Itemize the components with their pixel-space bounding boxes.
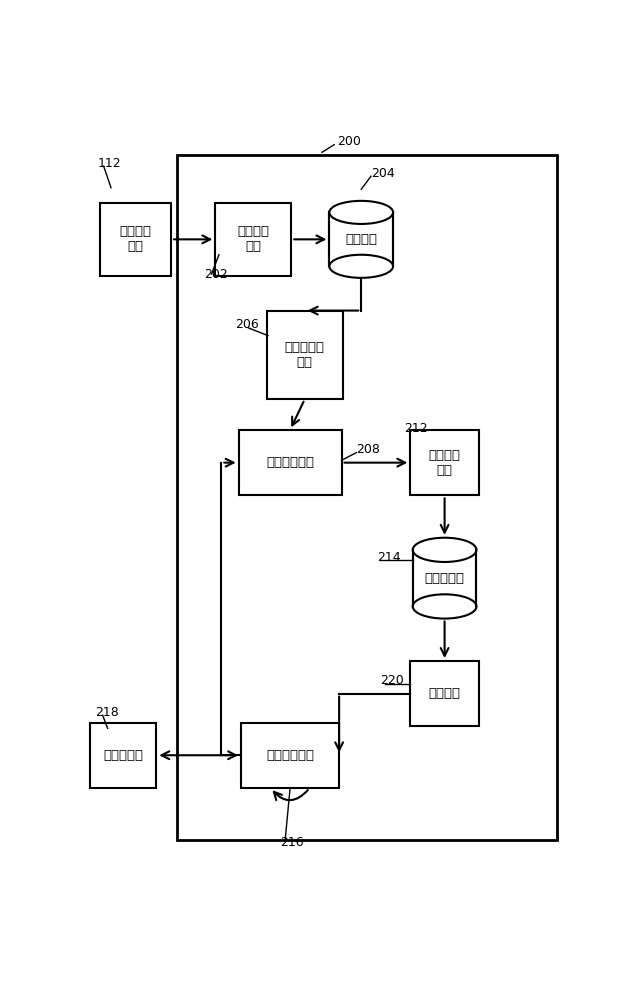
Text: 220: 220 — [380, 674, 404, 687]
Text: 112: 112 — [97, 157, 122, 170]
FancyBboxPatch shape — [241, 723, 339, 788]
Text: 粗对象检测
模块: 粗对象检测 模块 — [285, 341, 325, 369]
Text: 图像获取
模块: 图像获取 模块 — [237, 225, 269, 253]
Text: 200: 200 — [337, 135, 361, 148]
Text: 212: 212 — [404, 422, 427, 434]
Text: 214: 214 — [377, 551, 401, 564]
FancyBboxPatch shape — [330, 212, 392, 266]
FancyBboxPatch shape — [413, 550, 477, 606]
Text: 图像捕获
装置: 图像捕获 装置 — [120, 225, 151, 253]
Text: 202: 202 — [204, 267, 228, 280]
Ellipse shape — [329, 201, 393, 224]
FancyBboxPatch shape — [177, 155, 558, 840]
Text: 218: 218 — [95, 706, 118, 719]
Text: 204: 204 — [371, 167, 395, 180]
FancyBboxPatch shape — [413, 550, 476, 606]
Ellipse shape — [413, 538, 477, 562]
FancyBboxPatch shape — [100, 203, 171, 276]
Text: 216: 216 — [280, 836, 304, 849]
Text: 用户计算机: 用户计算机 — [103, 749, 143, 762]
FancyBboxPatch shape — [215, 203, 291, 276]
Text: 208: 208 — [356, 443, 380, 456]
FancyBboxPatch shape — [410, 430, 479, 495]
Text: 原始图像: 原始图像 — [345, 233, 377, 246]
FancyBboxPatch shape — [266, 311, 343, 399]
Text: 206: 206 — [235, 318, 259, 331]
Text: 测量模块: 测量模块 — [429, 687, 461, 700]
Ellipse shape — [329, 255, 393, 278]
Text: 标记识别模块: 标记识别模块 — [266, 456, 314, 469]
FancyBboxPatch shape — [239, 430, 342, 495]
Ellipse shape — [413, 594, 477, 619]
Text: 用户界面模块: 用户界面模块 — [266, 749, 314, 762]
FancyBboxPatch shape — [410, 661, 479, 726]
Text: 对象拆分
模块: 对象拆分 模块 — [429, 449, 461, 477]
Text: 分割的图像: 分割的图像 — [425, 572, 465, 585]
FancyBboxPatch shape — [329, 212, 393, 266]
FancyBboxPatch shape — [90, 723, 156, 788]
